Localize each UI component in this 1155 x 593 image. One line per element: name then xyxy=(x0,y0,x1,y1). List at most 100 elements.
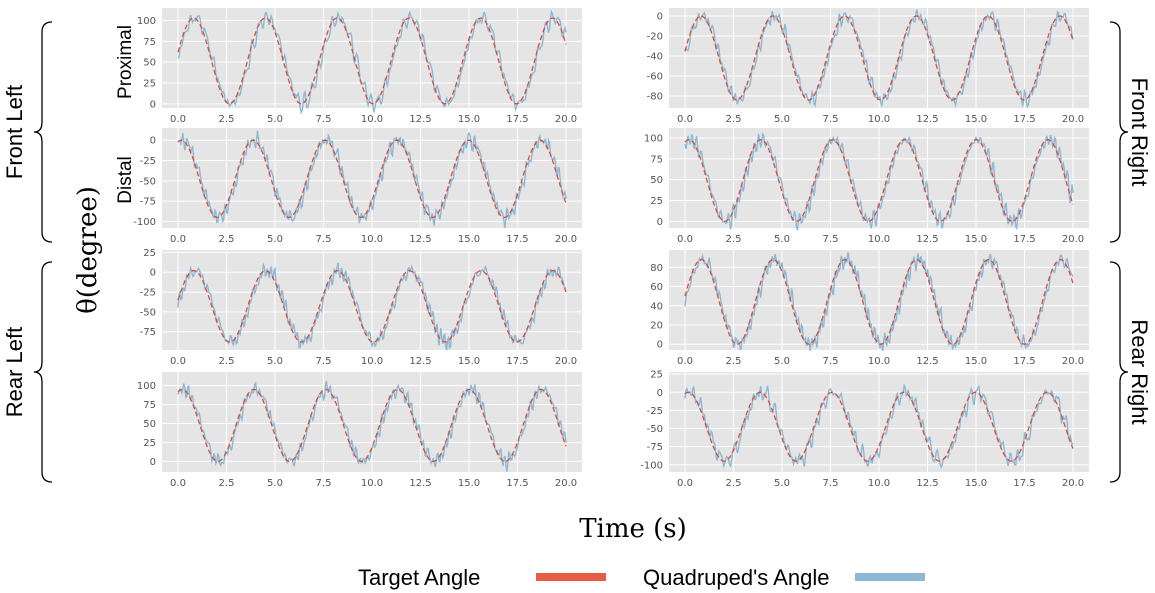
front-left-label: Front Left xyxy=(2,85,27,179)
rear-right-distal-xtick-label: 7.5 xyxy=(823,478,839,489)
y-axis-label: θ(degree) xyxy=(73,186,103,314)
rear-left-distal-target-line xyxy=(177,388,567,463)
front-left-distal-xtick-label: 17.5 xyxy=(506,234,528,245)
rear-left-proximal-xtick-label: 5.0 xyxy=(267,356,283,367)
rear-left-distal-panel: 0.0 2.5 5.0 7.5 10.0 12.5 15.0 17.5 20.0 0 25 50 75 1… xyxy=(137,372,582,489)
rear-right-distal-xtick-label: 15.0 xyxy=(965,478,987,489)
rear-right-distal-xtick-label: 0.0 xyxy=(677,478,693,489)
front-left-distal-xtick-label: 20.0 xyxy=(555,234,577,245)
front-left-proximal-xtick-label: 5.0 xyxy=(267,114,283,125)
front-left-distal-ytick-label: -100 xyxy=(133,217,156,228)
front-left-proximal-ytick-label: 100 xyxy=(137,16,156,27)
rear-right-proximal-ytick-label: 0 xyxy=(657,340,663,351)
front-right-distal-xtick-label: 5.0 xyxy=(774,234,790,245)
rear-right-brace xyxy=(1109,261,1129,483)
front-right-distal-ytick-label: 0 xyxy=(657,217,663,228)
rear-left-proximal-xtick-label: 0.0 xyxy=(170,356,186,367)
front-left-distal-ytick-label: 0 xyxy=(150,136,156,147)
front-left-proximal-ytick-label: 50 xyxy=(143,58,156,69)
front-left-distal-quadruped-line xyxy=(177,130,567,228)
rear-right-distal-xtick-label: 10.0 xyxy=(868,478,890,489)
rear-left-distal-xtick-label: 2.5 xyxy=(219,478,235,489)
rear-left-distal-xtick-label: 5.0 xyxy=(267,478,283,489)
legend-quadruped-label: Quadruped's Angle xyxy=(643,565,829,590)
front-left-proximal-ytick-label: 75 xyxy=(143,37,156,48)
rear-right-proximal-xtick-label: 7.5 xyxy=(823,356,839,367)
rear-right-distal-ytick-label: 25 xyxy=(650,370,663,381)
front-left-distal-xtick-label: 15.0 xyxy=(458,234,480,245)
front-right-distal-ytick-label: 50 xyxy=(650,175,663,186)
rear-left-proximal-xtick-label: 17.5 xyxy=(506,356,528,367)
rear-left-distal-xtick-label: 0.0 xyxy=(170,478,186,489)
front-right-distal-xtick-label: 7.5 xyxy=(823,234,839,245)
rear-left-distal-ytick-label: 0 xyxy=(150,457,156,468)
rear-right-proximal-xtick-label: 10.0 xyxy=(868,356,890,367)
front-right-proximal-ytick-label: 0 xyxy=(657,12,663,23)
rear-left-brace xyxy=(33,261,53,483)
front-right-proximal-quadruped-line xyxy=(684,9,1074,109)
rear-left-distal-ytick-label: 25 xyxy=(143,438,156,449)
rear-right-proximal-ytick-label: 60 xyxy=(650,282,663,293)
front-left-distal-ytick-label: -75 xyxy=(140,197,156,208)
front-left-proximal-quadruped-line xyxy=(177,9,567,115)
rear-left-proximal-xtick-label: 2.5 xyxy=(219,356,235,367)
rear-left-distal-quadruped-line xyxy=(177,380,567,472)
rear-right-label: Rear Right xyxy=(1127,319,1152,424)
front-right-distal-xtick-label: 0.0 xyxy=(677,234,693,245)
front-right-proximal-xtick-label: 5.0 xyxy=(774,114,790,125)
front-left-distal-xtick-label: 5.0 xyxy=(267,234,283,245)
front-right-label: Front Right xyxy=(1127,78,1152,187)
legend-quadruped-swatch xyxy=(855,573,925,581)
rear-left-distal-xtick-label: 10.0 xyxy=(361,478,383,489)
front-left-proximal-ytick-label: 25 xyxy=(143,79,156,90)
legend-target-swatch xyxy=(536,573,606,581)
front-right-proximal-xtick-label: 10.0 xyxy=(868,114,890,125)
front-right-distal-ytick-label: 25 xyxy=(650,196,663,207)
front-left-distal-xtick-label: 2.5 xyxy=(219,234,235,245)
rear-left-proximal-xtick-label: 20.0 xyxy=(555,356,577,367)
rear-left-distal-xtick-label: 17.5 xyxy=(506,478,528,489)
rear-right-proximal-xtick-label: 2.5 xyxy=(726,356,742,367)
front-left-proximal-xtick-label: 2.5 xyxy=(219,114,235,125)
rear-left-proximal-ytick-label: -25 xyxy=(140,288,156,299)
distal-row-label: Distal xyxy=(115,156,136,204)
front-right-distal-xtick-label: 17.5 xyxy=(1013,234,1035,245)
front-left-distal-xtick-label: 7.5 xyxy=(316,234,332,245)
front-right-distal-xtick-label: 20.0 xyxy=(1062,234,1084,245)
rear-right-distal-ytick-label: 0 xyxy=(657,388,663,399)
rear-left-proximal-ytick-label: -75 xyxy=(140,327,156,338)
front-right-distal-panel: 0.0 2.5 5.0 7.5 10.0 12.5 15.0 17.5 20.0 0 25 50 75 1… xyxy=(644,128,1089,245)
rear-left-proximal-ytick-label: 25 xyxy=(143,248,156,259)
front-right-distal-xtick-label: 10.0 xyxy=(868,234,890,245)
front-right-distal-ytick-label: 75 xyxy=(650,154,663,165)
front-left-brace xyxy=(33,21,53,243)
front-left-distal-xtick-label: 12.5 xyxy=(409,234,431,245)
front-right-brace xyxy=(1109,21,1129,243)
front-right-distal-ytick-label: 100 xyxy=(644,134,663,145)
front-left-proximal-xtick-label: 17.5 xyxy=(506,114,528,125)
front-left-proximal-xtick-label: 20.0 xyxy=(555,114,577,125)
rear-left-proximal-quadruped-line xyxy=(177,262,567,351)
rear-left-proximal-xtick-label: 10.0 xyxy=(361,356,383,367)
rear-left-label: Rear Left xyxy=(2,327,27,418)
rear-left-distal-ytick-label: 50 xyxy=(143,419,156,430)
rear-right-proximal-panel: 0.0 2.5 5.0 7.5 10.0 12.5 15.0 17.5 20.0 0 20 40 60 8… xyxy=(650,250,1089,367)
rear-right-distal-quadruped-line xyxy=(684,382,1074,470)
rear-left-distal-xtick-label: 15.0 xyxy=(458,478,480,489)
front-right-distal-xtick-label: 12.5 xyxy=(916,234,938,245)
x-axis-label: Time (s) xyxy=(579,514,687,544)
rear-right-distal-target-line xyxy=(684,391,1074,462)
rear-right-proximal-xtick-label: 15.0 xyxy=(965,356,987,367)
rear-right-distal-xtick-label: 17.5 xyxy=(1013,478,1035,489)
front-left-proximal-target-line xyxy=(177,17,567,105)
front-left-proximal-xtick-label: 7.5 xyxy=(316,114,332,125)
rear-left-proximal-ytick-label: -50 xyxy=(140,307,156,318)
rear-left-distal-ytick-label: 75 xyxy=(143,400,156,411)
rear-left-distal-xtick-label: 12.5 xyxy=(409,478,431,489)
front-right-proximal-target-line xyxy=(684,15,1074,101)
front-right-distal-quadruped-line xyxy=(684,132,1074,231)
front-left-distal-ytick-label: -50 xyxy=(140,176,156,187)
rear-right-distal-ytick-label: -50 xyxy=(647,424,663,435)
front-left-distal-ytick-label: -25 xyxy=(140,156,156,167)
rear-right-proximal-xtick-label: 12.5 xyxy=(916,356,938,367)
